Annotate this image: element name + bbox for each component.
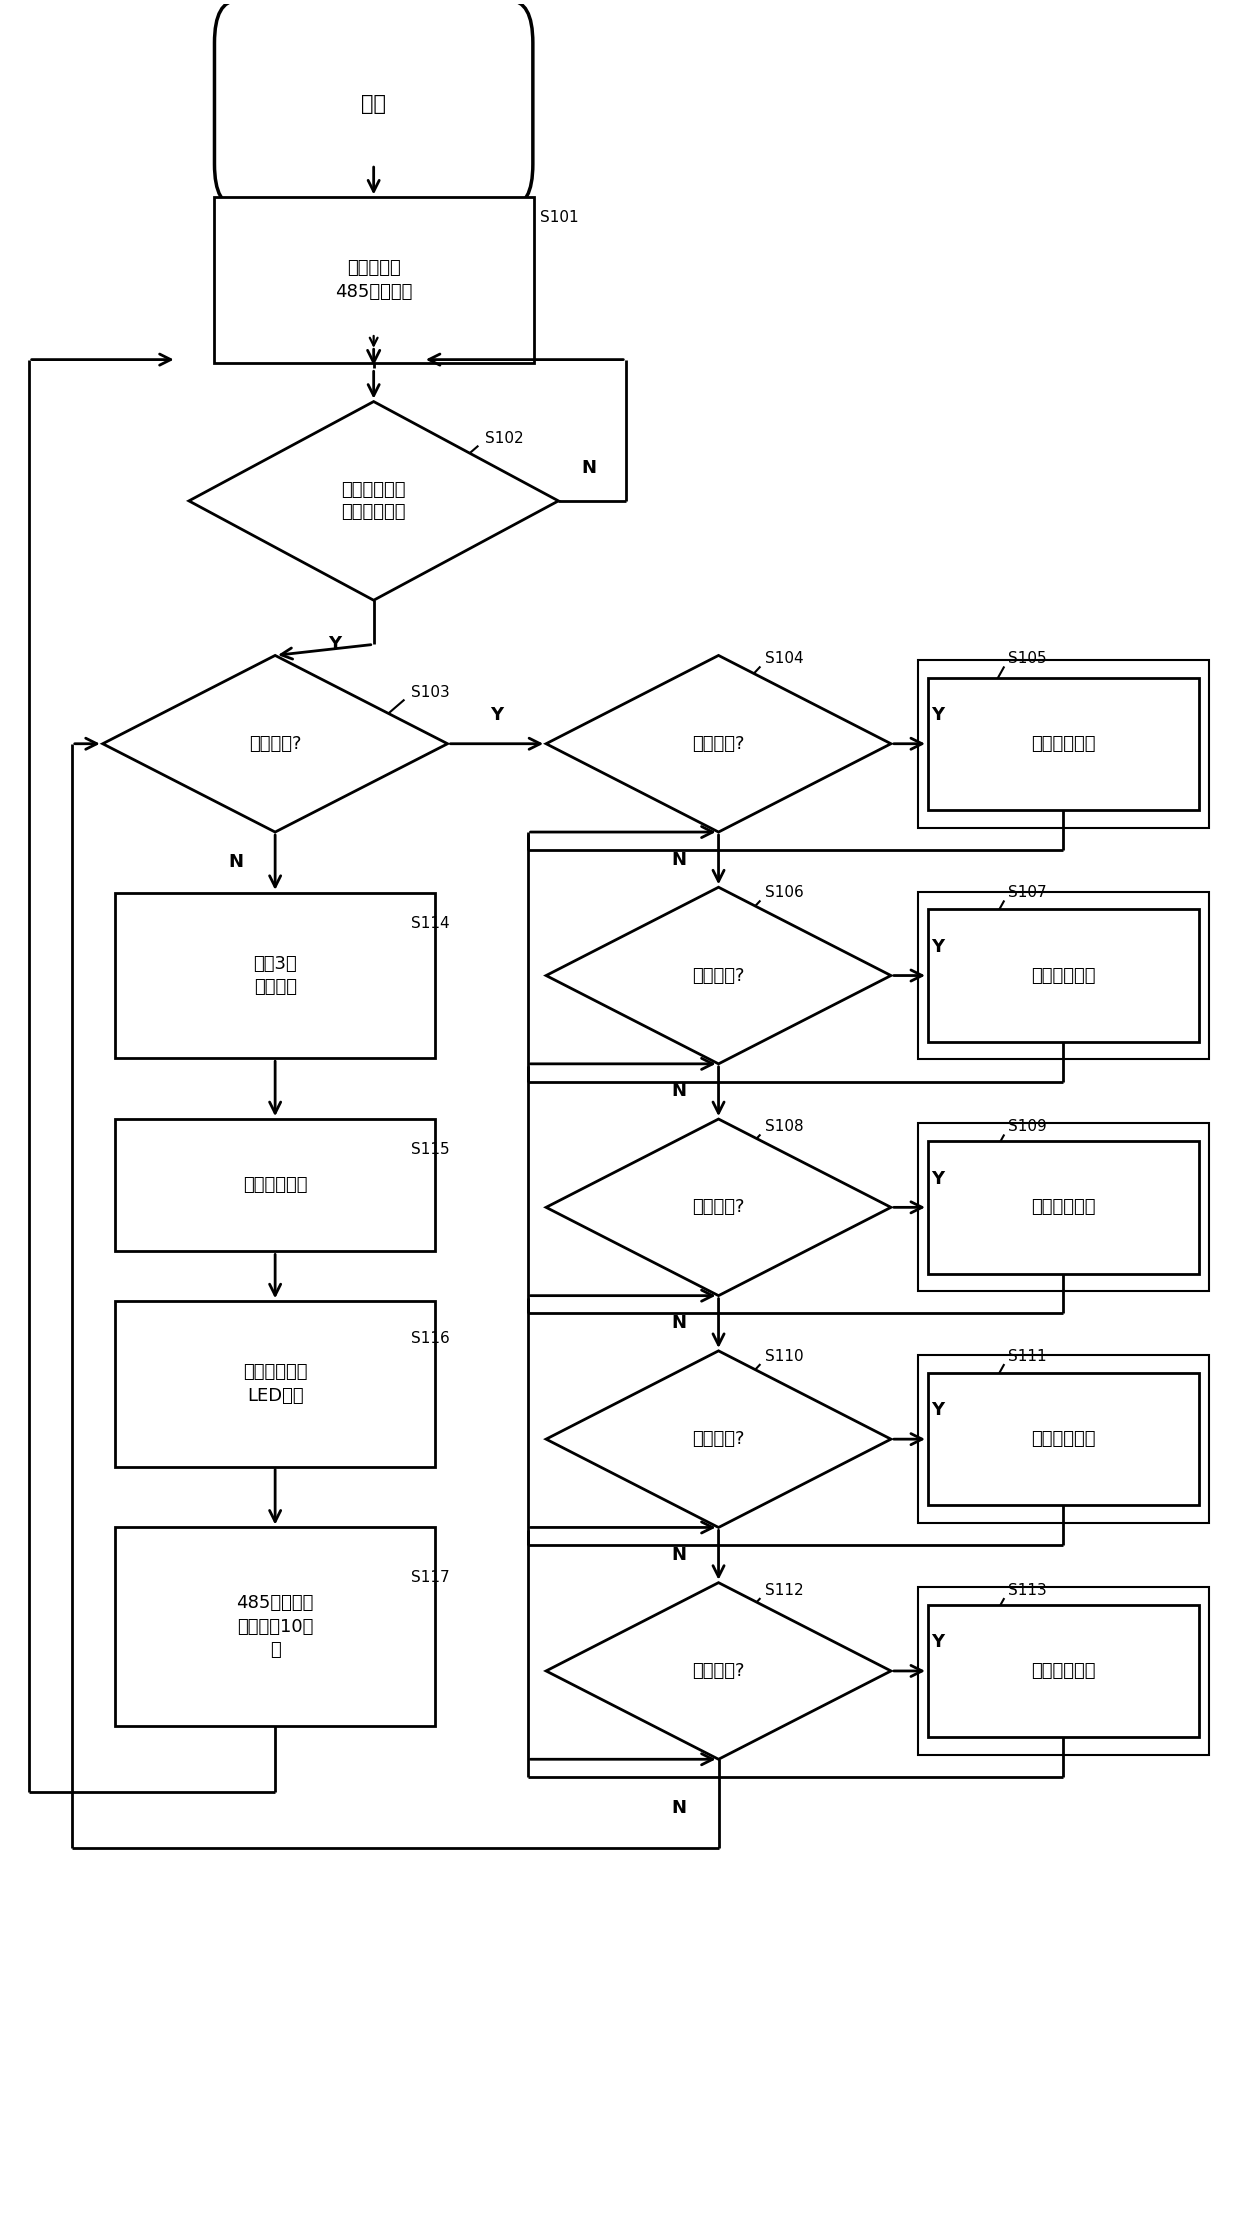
Text: N: N [672, 1547, 687, 1564]
Text: Y: Y [327, 636, 341, 654]
FancyBboxPatch shape [928, 678, 1199, 811]
Polygon shape [546, 886, 892, 1064]
Text: 控制3个
电机转速: 控制3个 电机转速 [253, 955, 298, 997]
Text: S116: S116 [410, 1332, 449, 1347]
Text: Y: Y [931, 707, 945, 725]
Text: Y: Y [931, 1170, 945, 1188]
FancyBboxPatch shape [928, 1374, 1199, 1505]
Text: S106: S106 [765, 886, 804, 900]
Text: 自动航速?: 自动航速? [692, 1662, 745, 1680]
Text: S104: S104 [765, 652, 804, 667]
Text: 自动上浮?: 自动上浮? [692, 1199, 745, 1217]
Text: 自动定向程序: 自动定向程序 [1032, 736, 1096, 753]
FancyBboxPatch shape [213, 197, 533, 363]
Text: N: N [582, 459, 596, 476]
Text: S112: S112 [765, 1582, 804, 1598]
FancyBboxPatch shape [928, 909, 1199, 1042]
FancyBboxPatch shape [918, 1356, 1209, 1522]
FancyBboxPatch shape [215, 0, 533, 206]
Text: 自动航速程序: 自动航速程序 [1032, 1662, 1096, 1680]
Text: S109: S109 [1008, 1119, 1047, 1135]
Text: S105: S105 [1008, 652, 1047, 667]
Text: Y: Y [490, 707, 503, 725]
Text: 开始: 开始 [361, 93, 386, 113]
FancyBboxPatch shape [918, 660, 1209, 827]
Text: Y: Y [931, 1633, 945, 1651]
Polygon shape [546, 1582, 892, 1760]
FancyBboxPatch shape [115, 1119, 435, 1252]
Polygon shape [546, 1352, 892, 1527]
Polygon shape [546, 656, 892, 831]
Text: S114: S114 [410, 917, 449, 931]
Text: 自动上浮程序: 自动上浮程序 [1032, 1199, 1096, 1217]
Text: 自动定深?: 自动定深? [692, 966, 745, 984]
Text: 自动下潜程序: 自动下潜程序 [1032, 1429, 1096, 1447]
Text: N: N [228, 853, 243, 871]
Polygon shape [103, 656, 448, 831]
Text: S107: S107 [1008, 886, 1047, 900]
FancyBboxPatch shape [918, 1587, 1209, 1755]
Text: S115: S115 [410, 1141, 449, 1157]
Text: S101: S101 [539, 211, 579, 226]
Text: 程序初始化
485接收打开: 程序初始化 485接收打开 [335, 259, 413, 301]
Text: 自动功能?: 自动功能? [249, 736, 301, 753]
Polygon shape [546, 1119, 892, 1296]
Text: S102: S102 [485, 430, 523, 445]
Text: Y: Y [931, 937, 945, 955]
FancyBboxPatch shape [928, 1141, 1199, 1274]
Text: S103: S103 [410, 685, 449, 700]
Text: N: N [672, 1314, 687, 1332]
Text: Y: Y [931, 1401, 945, 1420]
Text: 自动定深程序: 自动定深程序 [1032, 966, 1096, 984]
Text: S117: S117 [410, 1569, 449, 1584]
Polygon shape [188, 401, 558, 601]
FancyBboxPatch shape [115, 1527, 435, 1726]
Text: 自动定向?: 自动定向? [692, 736, 745, 753]
Text: 控制信息接收
完成标志置位: 控制信息接收 完成标志置位 [341, 481, 405, 521]
Text: S110: S110 [765, 1350, 804, 1365]
FancyBboxPatch shape [115, 893, 435, 1059]
Text: N: N [672, 1799, 687, 1817]
Text: 自动下潜?: 自动下潜? [692, 1429, 745, 1447]
Text: 485发送打开
采集发送10字
节: 485发送打开 采集发送10字 节 [237, 1593, 314, 1660]
FancyBboxPatch shape [115, 1301, 435, 1467]
FancyBboxPatch shape [928, 1604, 1199, 1737]
Text: S113: S113 [1008, 1582, 1047, 1598]
FancyBboxPatch shape [918, 1124, 1209, 1292]
FancyBboxPatch shape [918, 891, 1209, 1059]
Text: S108: S108 [765, 1119, 804, 1135]
Text: N: N [672, 851, 687, 869]
Text: N: N [672, 1081, 687, 1101]
Text: 控制舵机角度: 控制舵机角度 [243, 1177, 308, 1194]
Text: S111: S111 [1008, 1350, 1047, 1365]
Text: 摄像头切换、
LED亮度: 摄像头切换、 LED亮度 [243, 1363, 308, 1405]
